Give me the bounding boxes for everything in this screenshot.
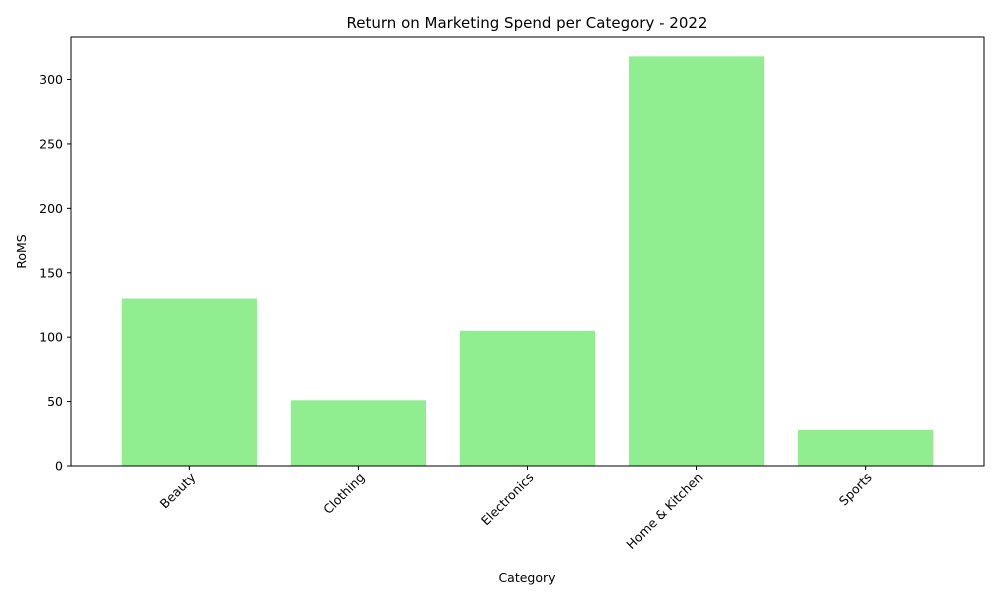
x-tick-label: Home & Kitchen bbox=[623, 470, 705, 552]
bar-electronics bbox=[459, 330, 596, 466]
x-tick-label: Clothing bbox=[320, 470, 367, 517]
y-tick-label: 100 bbox=[39, 330, 63, 345]
chart-title: Return on Marketing Spend per Category -… bbox=[347, 14, 708, 32]
x-tick-label: Sports bbox=[836, 470, 875, 509]
y-tick-label: 150 bbox=[39, 265, 63, 280]
y-axis-ticks: 0 50 100 150 200 250 300 bbox=[39, 72, 71, 474]
x-axis-label: Category bbox=[498, 570, 556, 585]
y-tick-label: 250 bbox=[39, 136, 63, 151]
plot-area-frame bbox=[70, 36, 985, 467]
y-tick-label: 200 bbox=[39, 201, 63, 216]
y-tick-label: 0 bbox=[55, 459, 63, 474]
bars-layer bbox=[121, 56, 934, 466]
x-axis-ticks: Beauty Clothing Electronics Home & Kitchen S… bbox=[157, 466, 875, 552]
bar-clothing bbox=[290, 400, 427, 466]
y-tick-label: 300 bbox=[39, 72, 63, 87]
bar-beauty bbox=[121, 298, 257, 466]
y-axis-label: RoMS bbox=[14, 234, 29, 269]
bar-home-kitchen bbox=[628, 56, 765, 466]
y-tick-label: 50 bbox=[47, 394, 63, 409]
x-tick-label: Electronics bbox=[478, 470, 537, 529]
x-tick-label: Beauty bbox=[157, 469, 199, 511]
bar-sports bbox=[798, 429, 934, 466]
